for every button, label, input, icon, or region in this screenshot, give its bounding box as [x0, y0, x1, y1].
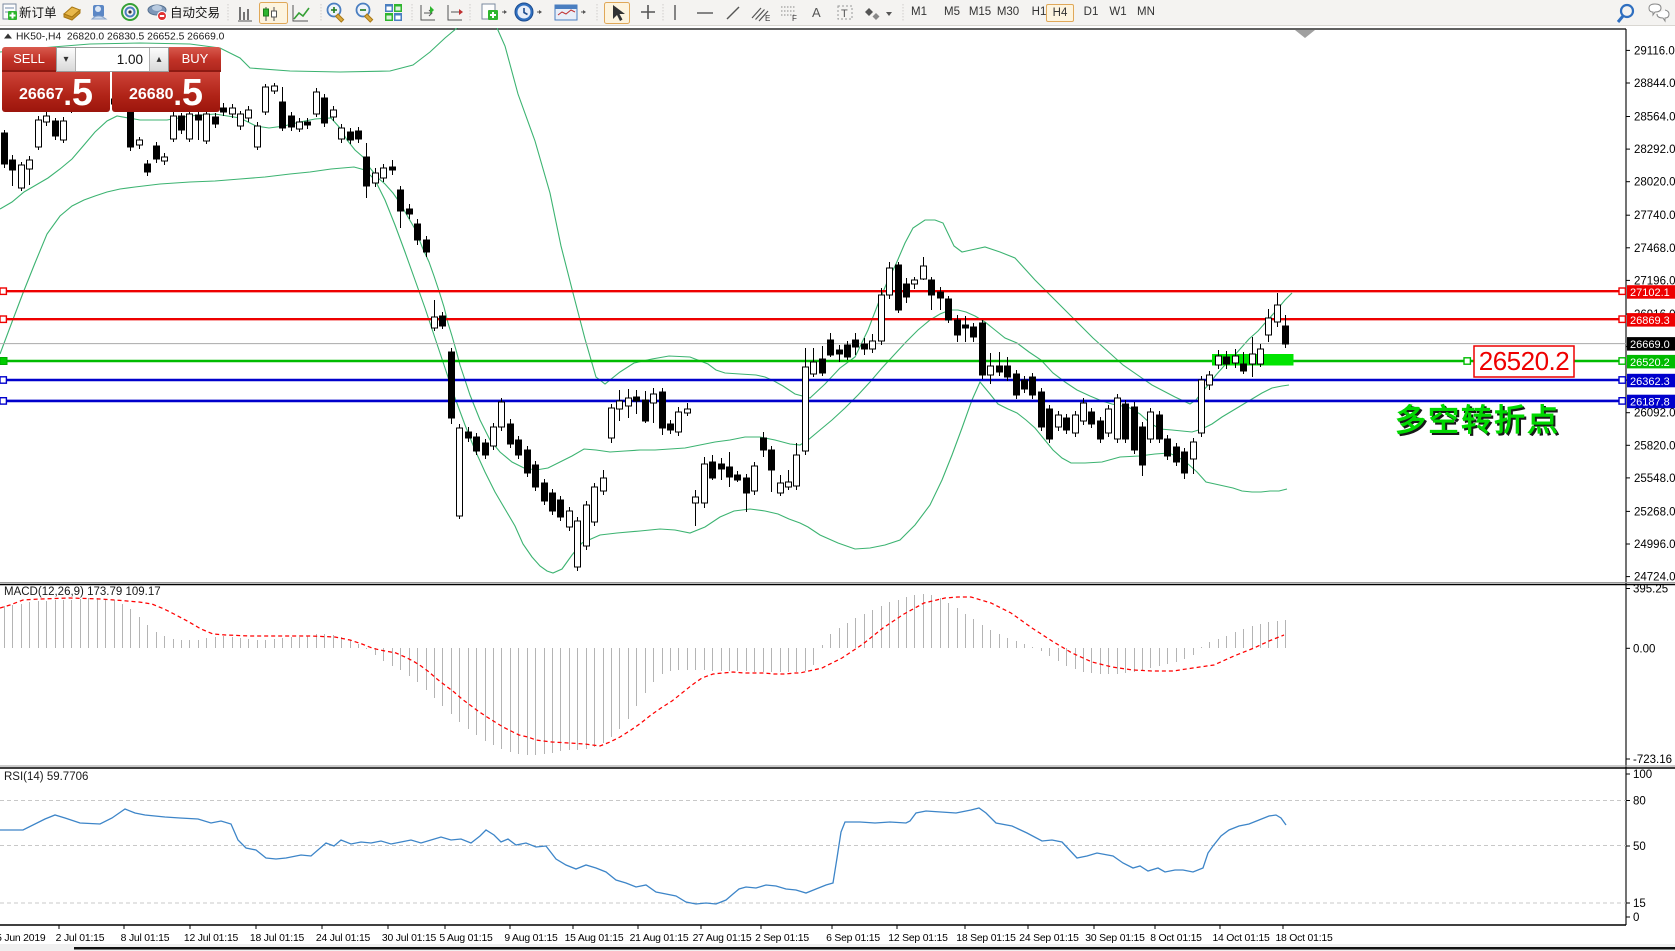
svg-text:80: 80	[1633, 796, 1646, 808]
svg-text:8 Oct 01:15: 8 Oct 01:15	[1150, 933, 1202, 944]
svg-text:50: 50	[1633, 841, 1646, 853]
svg-text:0.00: 0.00	[1633, 643, 1655, 655]
svg-text:15 Aug 01:15: 15 Aug 01:15	[565, 933, 624, 944]
svg-text:多空转折点: 多空转折点	[1397, 405, 1562, 440]
svg-text:E: E	[765, 14, 770, 23]
svg-text:新订单: 新订单	[19, 5, 57, 20]
svg-text:21 Aug 01:15: 21 Aug 01:15	[630, 933, 689, 944]
svg-text:27 Aug 01:15: 27 Aug 01:15	[693, 933, 752, 944]
svg-text:15: 15	[1633, 898, 1646, 910]
svg-text:25548.0: 25548.0	[1634, 473, 1675, 485]
svg-text:18 Sep 01:15: 18 Sep 01:15	[956, 933, 1016, 944]
svg-text:26092.0: 26092.0	[1634, 408, 1675, 420]
svg-text:24996.0: 24996.0	[1634, 539, 1675, 551]
svg-text:5 Aug 01:15: 5 Aug 01:15	[439, 933, 493, 944]
svg-text:多空转折点: 多空转折点	[1395, 403, 1560, 438]
svg-text:MACD(12,26,9) 173.79 109.17: MACD(12,26,9) 173.79 109.17	[4, 586, 161, 598]
svg-text:自动交易: 自动交易	[170, 5, 220, 20]
svg-text:28564.0: 28564.0	[1634, 112, 1675, 124]
svg-text:2 Sep 01:15: 2 Sep 01:15	[755, 933, 809, 944]
svg-text:26187.8: 26187.8	[1630, 397, 1670, 409]
svg-text:27740.0: 27740.0	[1634, 210, 1675, 222]
svg-text:395.25: 395.25	[1633, 584, 1668, 596]
svg-text:100: 100	[1633, 769, 1652, 781]
svg-text:28020.0: 28020.0	[1634, 177, 1675, 189]
svg-text:18 Oct 01:15: 18 Oct 01:15	[1275, 933, 1333, 944]
svg-text:24 Sep 01:15: 24 Sep 01:15	[1019, 933, 1079, 944]
svg-text:26520.2: 26520.2	[1630, 357, 1670, 369]
svg-text:28844.0: 28844.0	[1634, 78, 1675, 90]
svg-text:HK50-,H4 26820.0 26830.5 2665: HK50-,H4 26820.0 26830.5 26652.5 26669.0	[16, 32, 225, 43]
svg-text:26520.2: 26520.2	[1479, 346, 1570, 376]
svg-text:0: 0	[1633, 912, 1639, 924]
svg-text:26362.3: 26362.3	[1630, 376, 1670, 388]
svg-text:F: F	[792, 14, 797, 23]
svg-text:26669.0: 26669.0	[1630, 339, 1670, 351]
svg-text:A: A	[812, 5, 821, 20]
svg-text:-723.16: -723.16	[1633, 754, 1672, 766]
svg-text:12 Sep 01:15: 12 Sep 01:15	[888, 933, 948, 944]
svg-text:25268.0: 25268.0	[1634, 506, 1675, 518]
svg-text:8 Jul 01:15: 8 Jul 01:15	[121, 933, 170, 944]
svg-text:6 Sep 01:15: 6 Sep 01:15	[826, 933, 880, 944]
svg-text:24 Jul 01:15: 24 Jul 01:15	[316, 933, 371, 944]
svg-text:30 Sep 01:15: 30 Sep 01:15	[1085, 933, 1145, 944]
svg-text:14 Oct 01:15: 14 Oct 01:15	[1212, 933, 1270, 944]
svg-text:30 Jul 01:15: 30 Jul 01:15	[382, 933, 437, 944]
svg-text:25 Jun 2019: 25 Jun 2019	[0, 933, 46, 944]
svg-text:12 Jul 01:15: 12 Jul 01:15	[184, 933, 239, 944]
svg-text:28292.0: 28292.0	[1634, 144, 1675, 156]
svg-text:26869.3: 26869.3	[1630, 315, 1670, 327]
svg-text:RSI(14) 59.7706: RSI(14) 59.7706	[4, 771, 88, 783]
svg-text:2 Jul 01:15: 2 Jul 01:15	[56, 933, 105, 944]
svg-text:29116.0: 29116.0	[1634, 45, 1675, 57]
svg-text:27196.0: 27196.0	[1634, 275, 1675, 287]
svg-text:18 Jul 01:15: 18 Jul 01:15	[250, 933, 305, 944]
svg-text:27468.0: 27468.0	[1634, 243, 1675, 255]
svg-text:25820.0: 25820.0	[1634, 440, 1675, 452]
svg-text:24724.0: 24724.0	[1634, 572, 1675, 584]
svg-text:9 Aug 01:15: 9 Aug 01:15	[504, 933, 558, 944]
svg-text:T: T	[841, 8, 848, 20]
svg-text:27102.1: 27102.1	[1630, 287, 1670, 299]
